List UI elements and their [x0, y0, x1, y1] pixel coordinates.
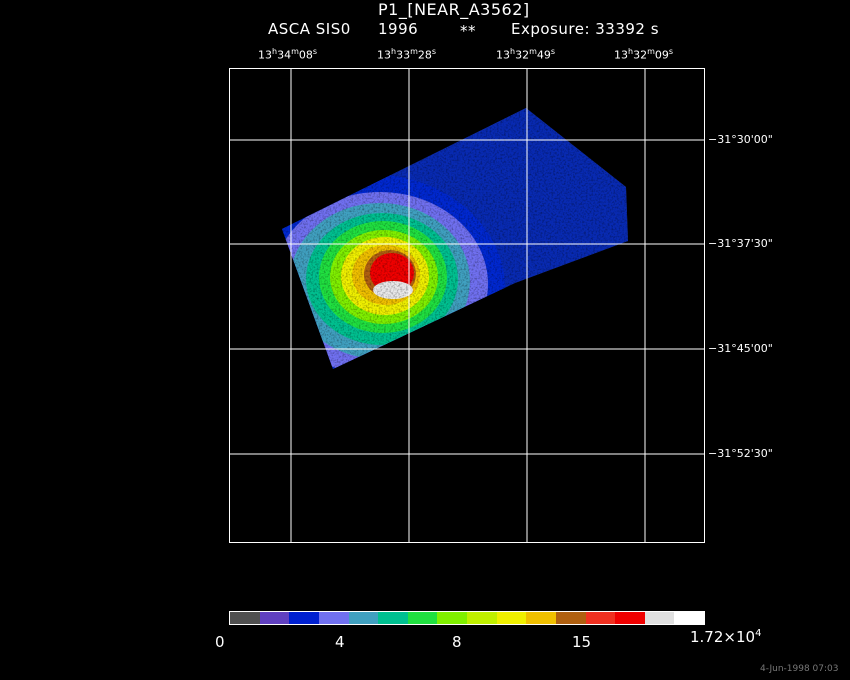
- colorbar-label-min: 0: [215, 633, 225, 651]
- colorbar-segment: [555, 612, 586, 624]
- xray-image: [230, 69, 704, 542]
- dec-label: −31°45'00": [708, 342, 773, 355]
- exposure-label: Exposure: 33392 s: [511, 20, 660, 38]
- colorbar-label: 15: [572, 633, 592, 651]
- colorbar-segment: [437, 612, 467, 624]
- year-label: 1996: [378, 20, 419, 38]
- image-title: P1_[NEAR_A3562]: [378, 0, 530, 19]
- dec-label: −31°52'30": [708, 447, 773, 460]
- colorbar-segment: [644, 612, 675, 624]
- colorbar-segment: [378, 612, 408, 624]
- colorbar-segment: [467, 612, 497, 624]
- colorbar-segment: [674, 612, 704, 624]
- colorbar-segment: [230, 612, 260, 624]
- dec-label: −31°37'30": [708, 237, 773, 250]
- instrument-label: ASCA SIS0: [268, 20, 351, 38]
- colorbar-segment: [526, 612, 556, 624]
- colorbar-label-max: 1.72×104: [690, 628, 762, 646]
- timestamp: 4-Jun-1998 07:03: [760, 664, 839, 674]
- colorbar-label: 4: [335, 633, 345, 651]
- ra-label: 13h34m08s: [258, 47, 318, 62]
- colorbar-segment: [289, 612, 319, 624]
- colorbar-segment: [318, 612, 349, 624]
- colorbar-segment: [259, 612, 290, 624]
- color-scale-bar: [229, 611, 705, 625]
- ra-label: 13h32m09s: [614, 47, 674, 62]
- colorbar-segment: [496, 612, 527, 624]
- colorbar-segment: [585, 612, 616, 624]
- marker-label: **: [460, 22, 476, 40]
- ra-label: 13h33m28s: [377, 47, 437, 62]
- colorbar-label: 8: [452, 633, 462, 651]
- xray-image-panel: [229, 68, 705, 543]
- colorbar-segment: [348, 612, 379, 624]
- colorbar-segment: [407, 612, 438, 624]
- dec-label: −31°30'00": [708, 133, 773, 146]
- colorbar-segment: [615, 612, 645, 624]
- ra-label: 13h32m49s: [496, 47, 556, 62]
